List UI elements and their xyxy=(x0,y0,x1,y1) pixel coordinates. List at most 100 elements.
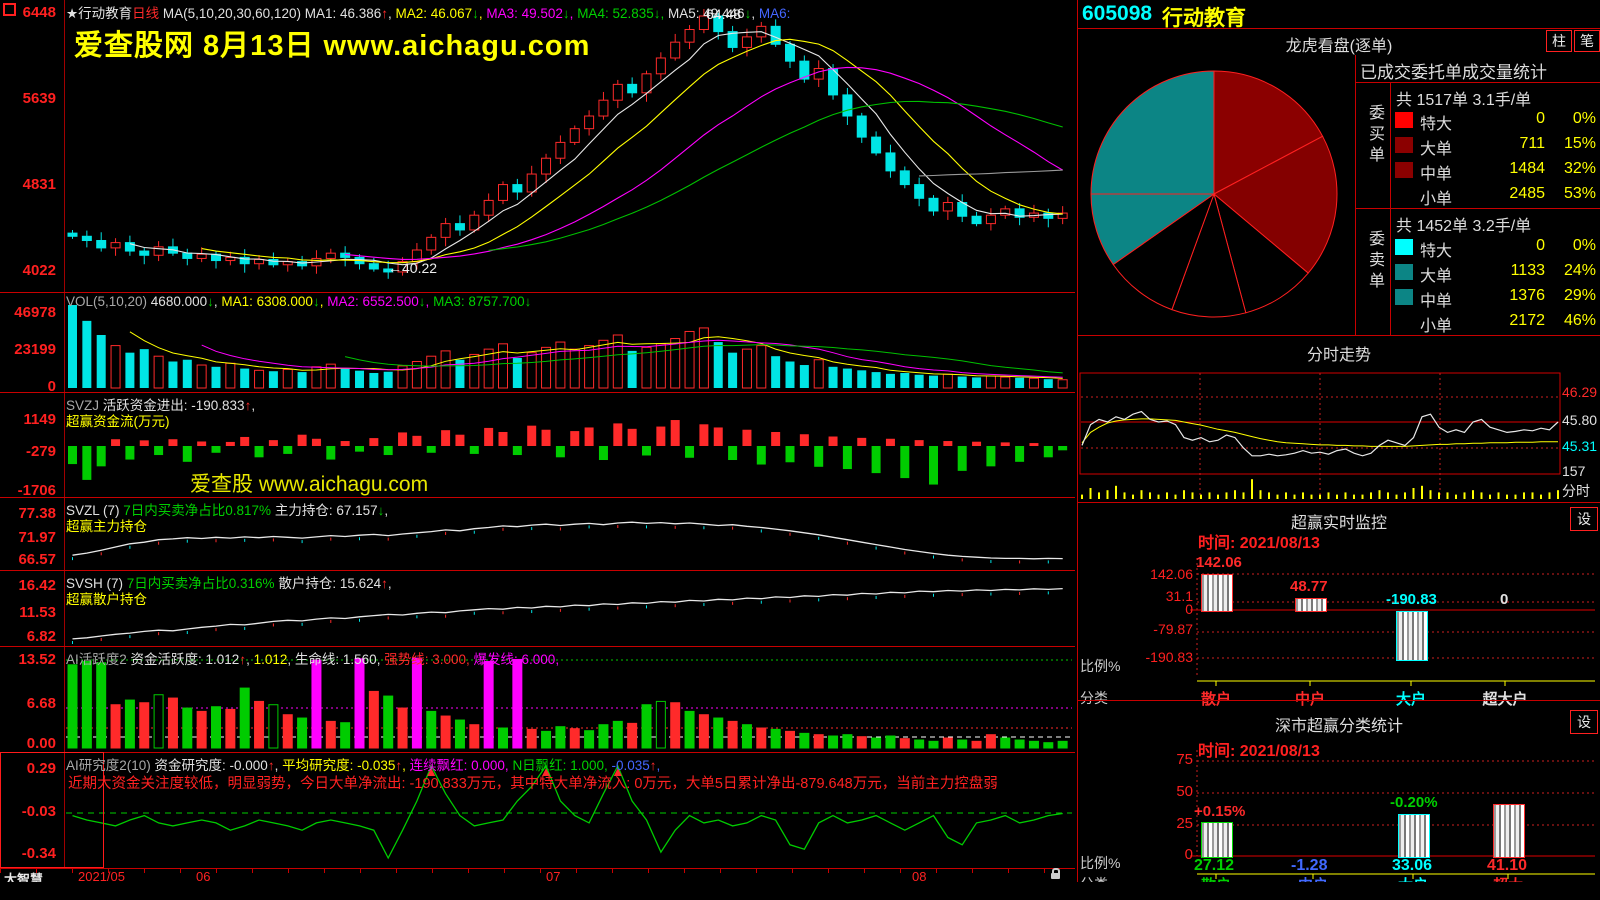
ai-activity-header: AI活跃度2 资金活跃度: 1.012↑, 1.012, 生命线: 1.560,… xyxy=(66,652,560,667)
shenshi-ratio-label: 比例% xyxy=(1080,855,1121,871)
shenshi-bar xyxy=(1493,804,1525,858)
buy-row-name: 中单 xyxy=(1420,166,1453,183)
buy-row-swatch xyxy=(1395,112,1413,128)
ai2-axis-label: -0.34 xyxy=(21,845,56,862)
watermark-mid: 爱查股 www.aichagu.com xyxy=(190,473,429,496)
timeline-month: 2021/05 xyxy=(78,869,125,882)
buy-row-swatch xyxy=(1395,162,1413,178)
svzl-axis-label: 77.38 xyxy=(18,505,56,522)
app-icon[interactable] xyxy=(3,3,16,16)
table-border xyxy=(1355,82,1600,83)
stock-name: 行动教育 xyxy=(1162,7,1246,30)
monitor-class-label: 分类 xyxy=(1080,690,1108,706)
bar-mode-button[interactable]: 柱 xyxy=(1546,30,1572,52)
section-divider xyxy=(1078,335,1600,336)
table-border xyxy=(1355,55,1356,335)
monitor-bar xyxy=(1201,574,1233,612)
kline-axis-label: 6448 xyxy=(22,4,56,21)
app-brand: 大智慧 xyxy=(4,872,44,882)
buy-summary: 共 1517单 3.1手/单 xyxy=(1396,92,1532,109)
fenshi-low-label: 45.31 xyxy=(1562,438,1598,454)
low-price-annotation: ←40.22 xyxy=(388,260,438,276)
fenshi-unit-label: 分时 xyxy=(1562,483,1590,499)
sell-row-value: 2172 xyxy=(1509,312,1545,329)
kline-axis-label: 4022 xyxy=(22,262,56,279)
ai1-axis-label: 13.52 xyxy=(18,651,56,668)
buy-row-pct: 53% xyxy=(1563,185,1596,202)
fenshi-mid-label: 45.80 xyxy=(1562,412,1598,428)
buy-row-pct: 15% xyxy=(1563,135,1596,152)
shenshi-category: 中户 xyxy=(1281,874,1345,882)
monitor-settings-button[interactable]: 设 xyxy=(1570,507,1598,531)
panel-divider xyxy=(0,292,1075,293)
shenshi-class-label: 分类 xyxy=(1080,874,1108,882)
shenshi-value: 27.12 xyxy=(1194,857,1235,874)
svsh-axis-label: 6.82 xyxy=(26,628,56,645)
svzl-indicator-header: SVZL (7) 7日内买卖净占比0.817% 主力持仓: 67.157↓, xyxy=(66,503,389,518)
svsh-indicator-header: SVSH (7) 7日内买卖净占比0.316% 散户持仓: 15.624↑, xyxy=(66,576,392,591)
shenshi-pct: -0.20% xyxy=(1390,794,1438,811)
svsh-axis-label: 16.42 xyxy=(18,577,56,594)
sell-row-name: 中单 xyxy=(1420,293,1453,310)
shenshi-time: 时间: 2021/08/13 xyxy=(1198,743,1320,760)
svzj-axis-label: 1149 xyxy=(23,411,56,428)
shenshi-bar xyxy=(1398,814,1430,858)
shenshi-value: -1.28 xyxy=(1291,857,1328,874)
sell-row-name: 大单 xyxy=(1420,268,1453,285)
svzj-sub-label: 超赢资金流(万元) xyxy=(66,414,170,429)
svzl-axis-label: 66.57 xyxy=(18,551,56,568)
panel-divider xyxy=(0,752,1075,753)
buy-row-value: 711 xyxy=(1519,135,1545,152)
vol-axis-label: 46978 xyxy=(14,304,56,321)
panel-divider xyxy=(0,392,1075,393)
monitor-category: 超大户 xyxy=(1482,691,1528,708)
vol-axis-label: 0 xyxy=(47,378,56,395)
vol-indicator-header: VOL(5,10,20) 4680.000↓, MA1: 6308.000↓, … xyxy=(66,294,532,309)
monitor-axis-label: 0 xyxy=(1185,601,1193,617)
ai2-axis-label: -0.03 xyxy=(21,803,56,820)
panel-divider xyxy=(0,646,1075,647)
stock-code: 605098 xyxy=(1082,2,1153,25)
sell-row-pct: 29% xyxy=(1563,287,1596,304)
monitor-axis-label: 31.1 xyxy=(1165,588,1193,604)
shenshi-axis-label: 75 xyxy=(1176,751,1193,768)
fenshi-high-label: 46.29 xyxy=(1562,384,1598,400)
svzj-indicator-header: SVZJ 活跃资金进出: -190.833↑, xyxy=(66,398,256,413)
monitor-time: 时间: 2021/08/13 xyxy=(1198,535,1320,552)
section-divider xyxy=(1078,28,1600,29)
sell-side-label: 委卖单 xyxy=(1366,230,1383,293)
longhu-pie-title: 龙虎看盘(逐单) xyxy=(1285,38,1393,55)
peak-price-annotation: 64.48 xyxy=(706,6,742,22)
monitor-title: 超赢实时监控 xyxy=(1290,515,1387,532)
shenshi-bar xyxy=(1201,821,1233,858)
ai-research-header: AI研究度2(10) 资金研究度: -0.000↑, 平均研究度: -0.035… xyxy=(66,758,661,773)
ai2-axis-label: 0.29 xyxy=(26,760,56,777)
pen-mode-button[interactable]: 笔 xyxy=(1574,30,1600,52)
sell-row-swatch xyxy=(1395,289,1413,305)
monitor-category: 大户 xyxy=(1395,691,1426,708)
sell-row-value: 1133 xyxy=(1510,262,1545,279)
buy-row-value: 2485 xyxy=(1509,185,1545,202)
monitor-bar-value: -190.83 xyxy=(1386,591,1437,608)
kline-axis-label: 4831 xyxy=(22,176,56,193)
fenshi-title: 分时走势 xyxy=(1306,347,1371,364)
monitor-axis-label: -190.83 xyxy=(1145,649,1193,665)
shenshi-title: 深市超赢分类统计 xyxy=(1274,718,1403,735)
table-border xyxy=(1355,208,1600,209)
monitor-ratio-label: 比例% xyxy=(1080,658,1121,674)
section-divider xyxy=(1078,700,1600,701)
shenshi-axis-label: 25 xyxy=(1176,815,1193,832)
timeline-month: 07 xyxy=(546,869,561,882)
shenshi-settings-button[interactable]: 设 xyxy=(1570,710,1598,734)
kline-indicator-header: ★行动教育日线 MA(5,10,20,30,60,120) MA1: 46.38… xyxy=(66,6,791,21)
svzj-axis-label: -1706 xyxy=(17,482,56,499)
monitor-category: 中户 xyxy=(1294,691,1325,708)
shenshi-category: 超大 xyxy=(1476,874,1540,882)
svzl-sub-label: 超赢主力持仓 xyxy=(66,519,147,534)
lock-icon[interactable] xyxy=(1051,868,1060,879)
svsh-sub-label: 超赢散户持仓 xyxy=(66,592,147,607)
sell-row-pct: 24% xyxy=(1563,262,1596,279)
buy-row-value: 0 xyxy=(1536,110,1545,127)
